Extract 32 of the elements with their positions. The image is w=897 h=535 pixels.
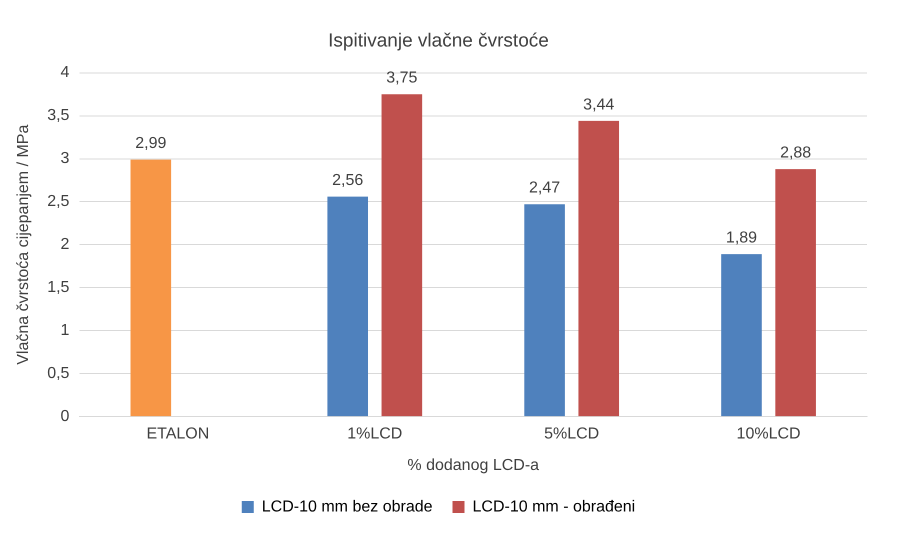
y-tick-label: 3,5 [47, 107, 70, 124]
data-label: 2,88 [780, 144, 812, 162]
bar [721, 254, 762, 416]
bar [382, 94, 422, 416]
bar [327, 196, 368, 416]
y-tick-label: 0 [60, 408, 70, 426]
x-tick-label: ETALON [146, 426, 210, 443]
x-tick-label: 1%LCD [347, 426, 402, 443]
y-tick-label: 4 [60, 64, 70, 82]
chart-title: Ispitivanje vlačne čvrstoće [328, 30, 549, 52]
bar [524, 204, 565, 416]
data-label: 1,89 [726, 230, 758, 247]
bar [578, 120, 620, 416]
data-label: 2,56 [332, 172, 364, 189]
data-label: 3,44 [583, 96, 614, 114]
data-label: 2,99 [135, 135, 166, 152]
data-label: 2,47 [529, 180, 560, 197]
y-tick-label: 2,5 [47, 193, 70, 210]
legend-label: LCD-10 mm bez obrade [262, 498, 433, 516]
x-tick-label: 5%LCD [544, 426, 600, 443]
x-tick-label: 10%LCD [736, 426, 801, 443]
y-tick-label: 1 [60, 322, 70, 340]
x-axis-title: % dodanog LCD-a [407, 456, 540, 474]
bar [775, 169, 816, 416]
y-tick-label: 2 [60, 236, 70, 254]
data-label: 3,75 [386, 70, 418, 87]
bar [130, 160, 172, 416]
y-tick-label: 3 [60, 150, 70, 168]
y-tick-label: 1,5 [47, 279, 70, 296]
y-tick-label: 0,5 [47, 365, 70, 382]
legend-label: LCD-10 mm - obrađeni [472, 498, 636, 516]
y-axis-title: Vlačna čvrstoća cijepanjem / MPa [15, 124, 32, 365]
